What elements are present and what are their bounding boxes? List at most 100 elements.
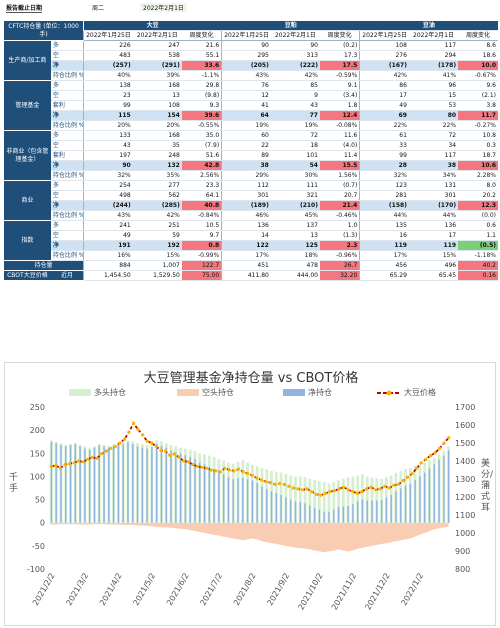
column-header: 2022年2月1日: [270, 30, 320, 42]
table-cell: 23: [83, 90, 133, 102]
table-cell: 42%: [132, 210, 182, 222]
table-cell: 321: [270, 190, 320, 202]
net-position-bar: [112, 445, 115, 523]
net-position-bar: [199, 462, 201, 523]
table-cell: 90: [83, 160, 133, 172]
table-cell: 136: [221, 220, 271, 232]
soybean-price-point: [118, 441, 122, 445]
table-cell: 77: [270, 110, 320, 122]
row-label: 多: [50, 130, 84, 142]
table-cell: 131: [408, 180, 459, 192]
net-position-bar: [280, 494, 282, 523]
net-position-bar: [122, 444, 124, 523]
table-cell: 168: [132, 80, 182, 92]
row-label: 多: [50, 180, 84, 192]
table-cell: 117: [408, 150, 459, 162]
net-position-bar: [227, 477, 230, 523]
long-position-bar: [365, 476, 369, 523]
soybean-price-point: [355, 491, 359, 495]
row-label: 持仓比例 %: [50, 120, 84, 132]
legend-short-label: 空头持仓: [202, 388, 234, 397]
table-cell: -0.67%: [458, 70, 498, 82]
row-label: 多: [50, 80, 84, 92]
y-right-tick-label: 1400: [455, 457, 475, 466]
table-cell: (285): [132, 200, 182, 212]
legend-net-label: 净持仓: [308, 388, 332, 397]
soybean-price-point: [437, 446, 442, 450]
net-position-bar: [175, 452, 177, 523]
net-position-bar: [127, 442, 129, 523]
soybean-price-point: [378, 487, 382, 491]
net-position-bar: [246, 479, 249, 523]
soybean-price-point: [278, 481, 282, 486]
table-cell: 138: [83, 80, 133, 92]
long-position-bar: [370, 477, 374, 523]
table-cell: 248: [132, 150, 182, 162]
y-right-tick-label: 800: [455, 565, 470, 574]
row-label: 持仓比例 %: [50, 210, 84, 222]
table-cell: 10.6: [458, 160, 498, 172]
table-cell: 10.5: [181, 220, 222, 232]
soybean-price-point: [246, 472, 250, 476]
soybean-price-point: [346, 488, 350, 492]
table-cell: 16: [359, 230, 409, 242]
table-cell: 20%: [132, 120, 182, 132]
row-label: 净: [50, 60, 84, 72]
table-row: 净 (244) (285) 40.8 (189) (210) 21.4 (158) (170) 1…: [4, 200, 498, 212]
table-row: 持仓比例 % 43% 42% -0.84% 46% 45% -0.46% 44% 44% (0.0…: [4, 210, 498, 222]
table-cell: 301: [408, 190, 459, 202]
x-tick-label: 2021/8/2: [232, 572, 258, 608]
table-cell: 51.6: [181, 150, 222, 162]
table-cell: 20.2: [458, 190, 498, 202]
net-position-bar: [443, 455, 445, 523]
legend-net: 净持仓: [283, 387, 332, 398]
table-cell: 2.56%: [181, 170, 222, 182]
net-position-bar: [304, 503, 306, 523]
table-row: 持仓比例 % 16% 15% -0.99% 17% 18% -0.96% 17% 15% -1.1…: [4, 250, 498, 262]
net-position-bar: [299, 501, 301, 523]
table-cell: (0.7): [319, 180, 360, 192]
net-position-bar: [208, 466, 211, 523]
soybean-price-point: [168, 454, 172, 458]
table-cell: 17: [408, 230, 459, 242]
table-cell: 2.28%: [458, 170, 498, 182]
net-position-bar: [419, 476, 421, 523]
net-position-bar: [333, 509, 335, 523]
long-position-bar: [356, 475, 360, 523]
net-position-bar: [251, 480, 254, 523]
soybean-price-point: [154, 445, 158, 449]
net-position-bar: [380, 500, 383, 523]
table-row: 持仓比例 % 32% 35% 2.56% 29% 30% 1.56% 32% 34% 2.28%: [4, 170, 498, 182]
soybean-price-point: [145, 439, 149, 443]
table-cell: 43: [83, 140, 133, 152]
table-cell: 0.8: [181, 240, 222, 252]
table-cell: 46%: [221, 210, 271, 222]
group-label: 生产商/加工商: [4, 40, 51, 82]
table-row: 指数多 241 251 10.5 136 137 1.0 135 136 0.6: [4, 220, 498, 262]
chart-plot: -100 -50 0 50 100 150 200 250 800 900 1000 1100 1200…: [27, 403, 476, 612]
table-cell: (158): [359, 200, 409, 212]
table-cell: 294: [408, 50, 459, 62]
net-position-bar: [404, 485, 407, 523]
soybean-price-point: [447, 436, 451, 440]
table-row: 空 498 562 64.1 301 321 20.7 281 301 20.2: [4, 190, 498, 202]
soybean-price-point: [424, 457, 428, 461]
soybean-price-point: [419, 461, 423, 465]
table-cell: (222): [270, 60, 320, 72]
table-cell: 122: [221, 240, 271, 252]
legend-net-swatch: [283, 389, 305, 396]
table-cell: (3.4): [319, 90, 360, 102]
column-header: 2022年1月25日: [83, 30, 133, 42]
table-cell: 12: [221, 90, 271, 102]
table-cell: 119: [408, 240, 459, 252]
soybean-price-point: [387, 486, 391, 490]
table-cell: 96: [408, 80, 459, 92]
soybean-price-point: [177, 455, 181, 459]
y-left-tick-label: -100: [27, 565, 45, 574]
net-position-bar: [84, 448, 86, 523]
table-cell: 75.00: [181, 270, 222, 282]
table-cell: 13: [132, 90, 182, 102]
soybean-price-point: [300, 488, 305, 492]
legend-short-swatch: [177, 389, 199, 396]
table-cell: 241: [83, 220, 133, 232]
